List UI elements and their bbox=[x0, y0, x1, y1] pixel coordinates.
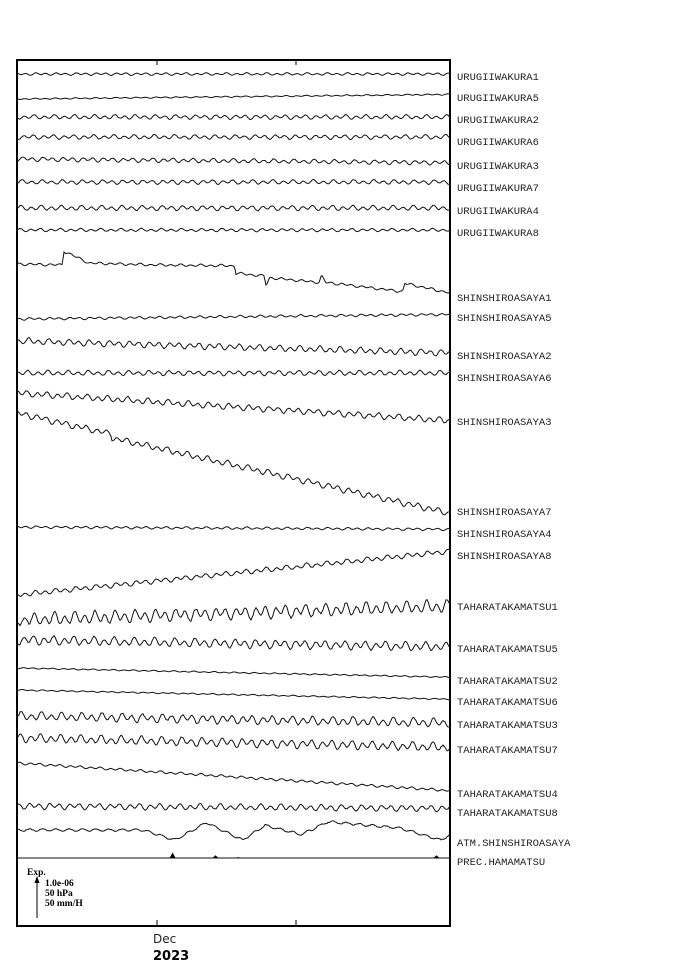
trace-taharatakamatsu6 bbox=[17, 688, 450, 701]
trace-shinshiroasaya2 bbox=[17, 337, 450, 357]
label-taharatakamatsu6: TAHARATAKAMATSU6 bbox=[457, 697, 558, 709]
trace-urugiiwakura6 bbox=[17, 133, 450, 141]
trace-urugiiwakura2 bbox=[17, 113, 450, 121]
label-urugiiwakura6: URUGIIWAKURA6 bbox=[457, 137, 539, 149]
precip-spike bbox=[212, 855, 219, 858]
label-shinshiroasaya8: SHINSHIROASAYA8 bbox=[457, 551, 552, 563]
label-atm-shinshiroasaya: ATM.SHINSHIROASAYA bbox=[457, 838, 571, 850]
x-year-label: 2023 bbox=[153, 949, 189, 964]
label-urugiiwakura5: URUGIIWAKURA5 bbox=[457, 93, 539, 105]
trace-taharatakamatsu4 bbox=[17, 761, 450, 792]
trace-shinshiroasaya4 bbox=[17, 525, 450, 532]
trace-shinshiroasaya7 bbox=[17, 411, 450, 516]
label-taharatakamatsu7: TAHARATAKAMATSU7 bbox=[457, 745, 558, 757]
scale-legend: Exp. 1.0e-06 50 hPa 50 mm/H bbox=[27, 868, 83, 918]
trace-shinshiroasaya3 bbox=[17, 390, 450, 424]
trace-taharatakamatsu7 bbox=[17, 733, 450, 752]
label-shinshiroasaya5: SHINSHIROASAYA5 bbox=[457, 313, 552, 325]
x-tick-label-dec: Dec bbox=[153, 932, 176, 946]
label-taharatakamatsu1: TAHARATAKAMATSU1 bbox=[457, 602, 558, 614]
trace-taharatakamatsu5 bbox=[17, 634, 450, 652]
label-taharatakamatsu8: TAHARATAKAMATSU8 bbox=[457, 808, 558, 820]
trace-atm-shinshiroasaya bbox=[17, 820, 450, 841]
label-taharatakamatsu3: TAHARATAKAMATSU3 bbox=[457, 720, 558, 732]
trace-urugiiwakura7 bbox=[17, 178, 450, 186]
trace-urugiiwakura1 bbox=[17, 72, 450, 76]
legend-pressure: 50 hPa bbox=[45, 889, 73, 899]
plot-frame bbox=[16, 59, 451, 927]
series-labels: URUGIIWAKURA1 URUGIIWAKURA5 URUGIIWAKURA2 U… bbox=[457, 72, 571, 869]
label-taharatakamatsu2: TAHARATAKAMATSU2 bbox=[457, 676, 558, 688]
label-urugiiwakura2: URUGIIWAKURA2 bbox=[457, 115, 539, 127]
trace-urugiiwakura5 bbox=[17, 93, 450, 100]
trace-shinshiroasaya5 bbox=[17, 313, 450, 321]
legend-strain: 1.0e-06 bbox=[45, 879, 74, 889]
trace-shinshiroasaya8 bbox=[17, 548, 450, 598]
trace-taharatakamatsu2 bbox=[17, 667, 450, 679]
trace-urugiiwakura8 bbox=[17, 227, 450, 233]
trace-shinshiroasaya1 bbox=[17, 251, 450, 294]
legend-precip: 50 mm/H bbox=[45, 899, 83, 909]
trace-urugiiwakura4 bbox=[17, 204, 450, 212]
label-urugiiwakura1: URUGIIWAKURA1 bbox=[457, 72, 539, 84]
label-shinshiroasaya4: SHINSHIROASAYA4 bbox=[457, 529, 552, 541]
label-urugiiwakura3: URUGIIWAKURA3 bbox=[457, 161, 539, 173]
label-taharatakamatsu5: TAHARATAKAMATSU5 bbox=[457, 644, 558, 656]
label-shinshiroasaya7: SHINSHIROASAYA7 bbox=[457, 507, 552, 519]
label-urugiiwakura7: URUGIIWAKURA7 bbox=[457, 183, 539, 195]
precip-spike bbox=[235, 857, 242, 858]
label-shinshiroasaya6: SHINSHIROASAYA6 bbox=[457, 373, 552, 385]
traces bbox=[17, 72, 450, 859]
label-prec-hamamatsu: PREC.HAMAMATSU bbox=[457, 857, 545, 869]
trace-shinshiroasaya6 bbox=[17, 369, 450, 377]
precip-spike bbox=[169, 852, 176, 858]
label-urugiiwakura8: URUGIIWAKURA8 bbox=[457, 228, 539, 240]
legend-title: Exp. bbox=[27, 868, 46, 878]
arrow-head-icon bbox=[34, 876, 40, 883]
trace-urugiiwakura3 bbox=[17, 156, 450, 166]
trace-taharatakamatsu1 bbox=[17, 598, 450, 627]
trace-taharatakamatsu8 bbox=[17, 802, 450, 813]
label-urugiiwakura4: URUGIIWAKURA4 bbox=[457, 206, 539, 218]
trace-taharatakamatsu3 bbox=[17, 710, 450, 728]
label-shinshiroasaya2: SHINSHIROASAYA2 bbox=[457, 351, 552, 363]
precip-spike bbox=[433, 855, 440, 858]
label-taharatakamatsu4: TAHARATAKAMATSU4 bbox=[457, 789, 558, 801]
label-shinshiroasaya1: SHINSHIROASAYA1 bbox=[457, 293, 552, 305]
label-shinshiroasaya3: SHINSHIROASAYA3 bbox=[457, 417, 552, 429]
